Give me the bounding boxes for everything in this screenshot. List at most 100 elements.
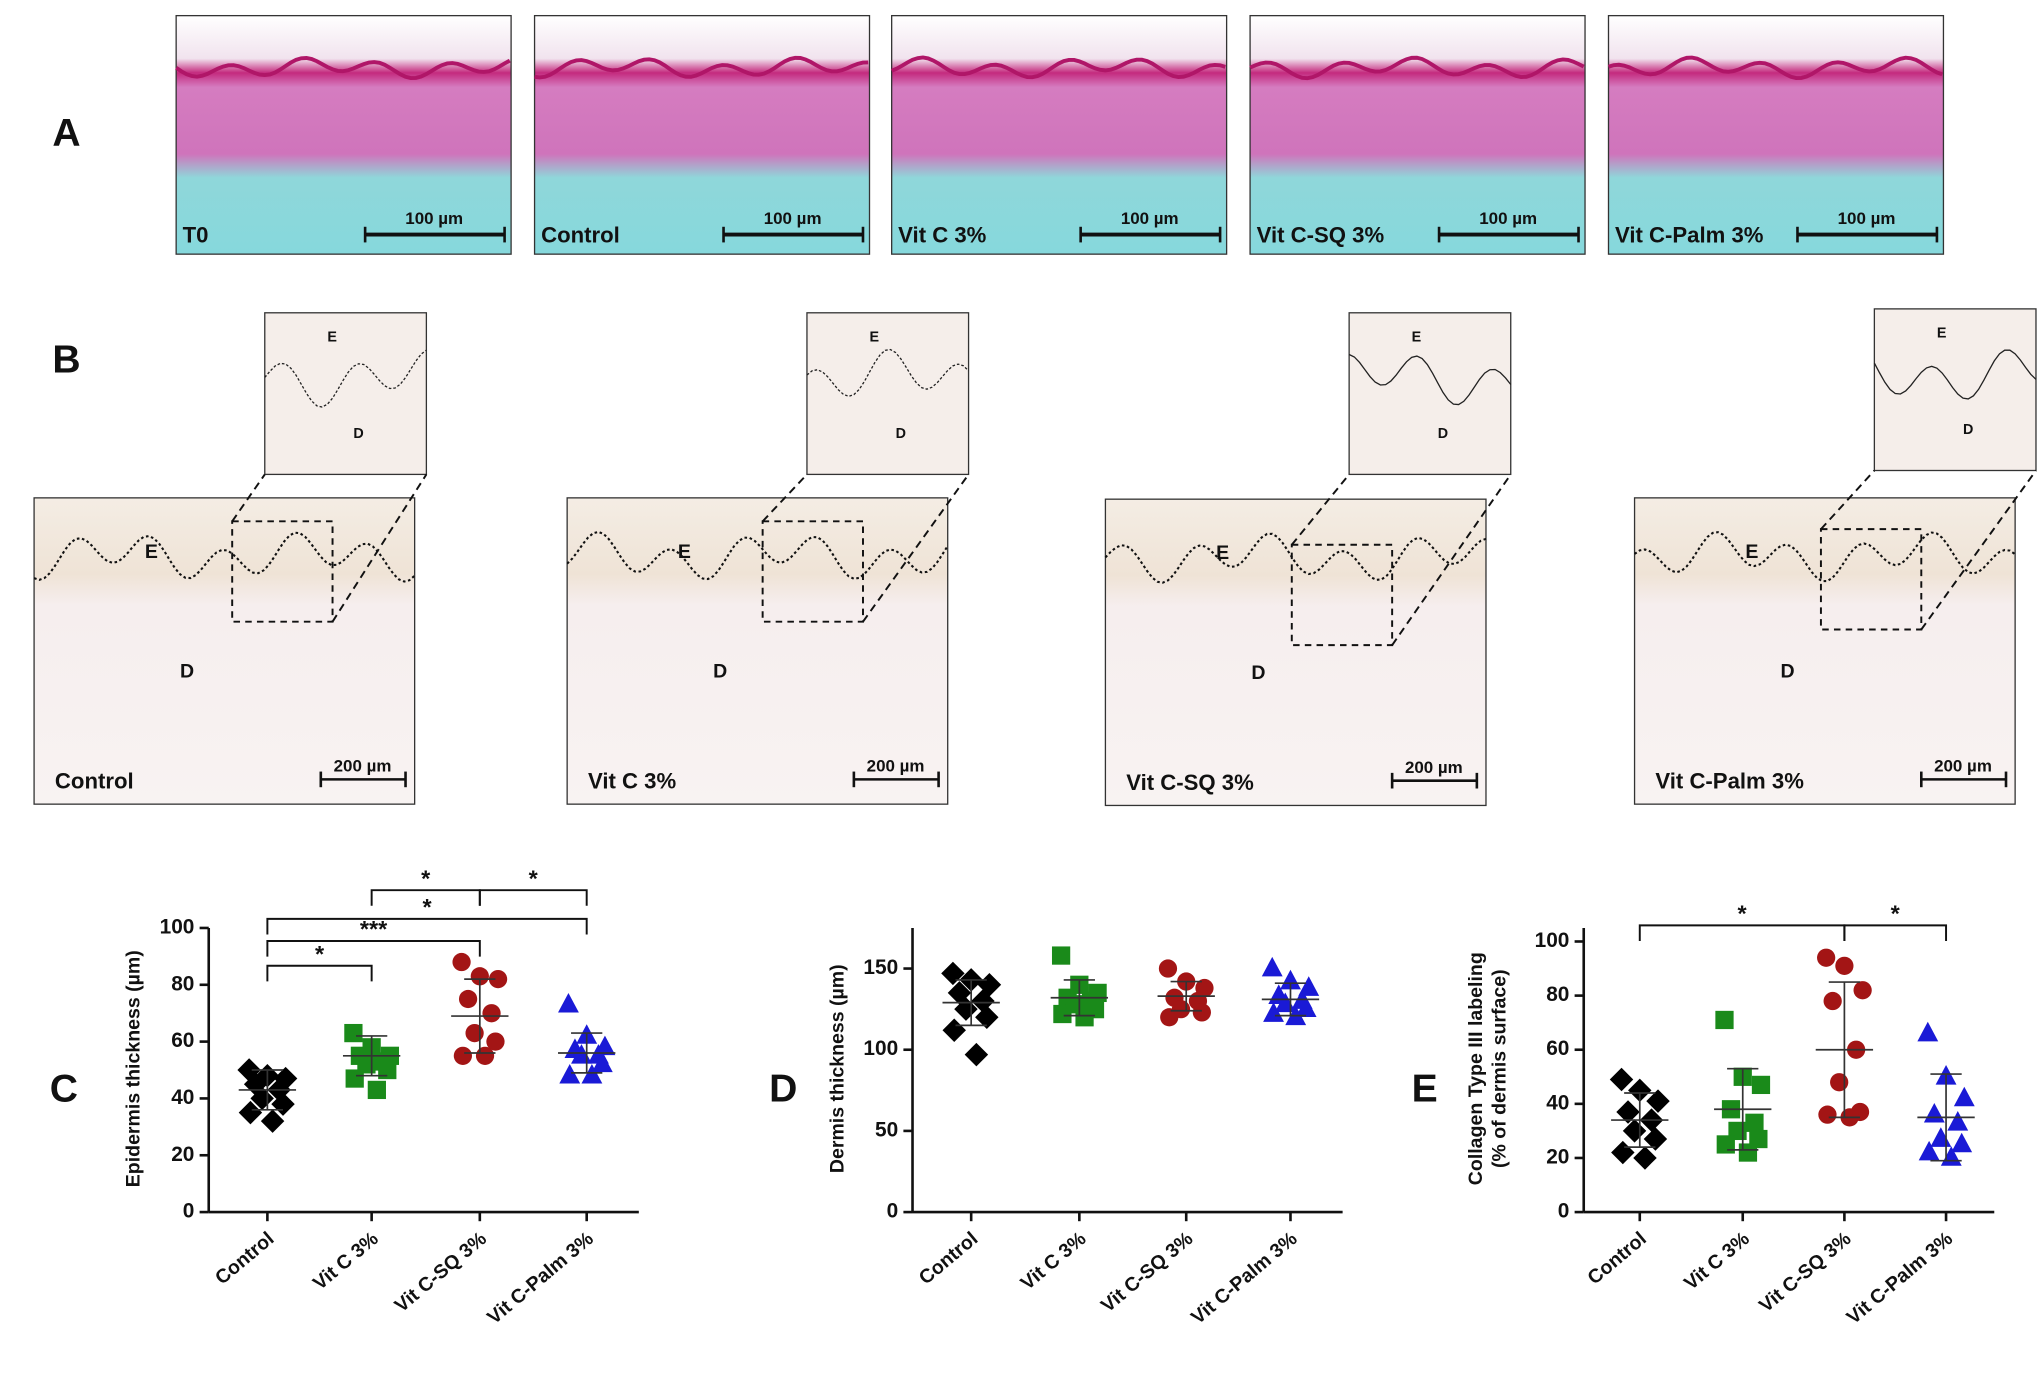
point	[1192, 1003, 1211, 1022]
image-label: Vit C-Palm 3%	[1655, 769, 1804, 794]
micrograph	[1607, 14, 1945, 255]
region-label: E	[678, 541, 691, 563]
zoom-box	[761, 520, 864, 623]
y-tick-label: 0	[1558, 1200, 1570, 1223]
image-label: Vit C 3%	[898, 222, 986, 247]
point	[1646, 1089, 1670, 1113]
zoom-box	[1819, 528, 1923, 631]
zoom-line	[1820, 469, 1876, 530]
zoom-box	[231, 520, 334, 623]
panel-label: C	[50, 1067, 78, 1110]
point	[1823, 991, 1842, 1011]
point	[1611, 1140, 1635, 1165]
region-label: D	[1963, 422, 1973, 438]
zoom-line	[761, 473, 808, 522]
zoom-line	[1920, 469, 2037, 631]
region-label: D	[713, 661, 727, 683]
micrograph	[533, 14, 871, 255]
point	[1075, 1008, 1094, 1027]
scale-label: 100 µm	[764, 209, 822, 228]
panel-label: A	[52, 112, 80, 155]
region-label: D	[1438, 426, 1448, 442]
tissue-edge	[175, 56, 511, 81]
point	[971, 989, 995, 1013]
scale-label: 200 µm	[334, 757, 392, 776]
y-axis-label: Dermis thickness (µm)	[826, 964, 848, 1173]
dej-line	[1633, 531, 2016, 583]
significance-label: *	[1891, 900, 1901, 926]
point	[558, 992, 579, 1013]
point	[964, 1042, 989, 1067]
micrograph	[1104, 498, 1487, 807]
point	[488, 969, 508, 989]
scale-label: 100 µm	[405, 209, 463, 228]
micrograph	[1249, 14, 1586, 255]
panel-label: E	[1412, 1067, 1438, 1110]
y-axis-label: Epidermis thickness (µm)	[123, 950, 145, 1187]
y-tick-label: 80	[1546, 983, 1569, 1006]
zoom-line	[862, 473, 970, 623]
y-tick-label: 60	[171, 1029, 194, 1052]
point	[345, 1069, 364, 1088]
point	[941, 961, 965, 986]
y-tick-label: 50	[875, 1118, 898, 1141]
y-axis-label: (% of dermis surface)	[1488, 969, 1510, 1168]
zoom-line	[1391, 473, 1512, 646]
micrograph	[33, 497, 416, 805]
y-tick-label: 20	[171, 1143, 194, 1166]
region-label: E	[1216, 542, 1229, 564]
tissue-edge	[1249, 55, 1585, 81]
point	[1715, 1010, 1734, 1030]
point	[1738, 1143, 1758, 1162]
significance-label: *	[421, 865, 431, 891]
image-label: Control	[541, 222, 620, 247]
scale-label: 200 µm	[867, 757, 925, 776]
region-label: D	[1251, 662, 1265, 684]
point	[1051, 946, 1071, 965]
y-tick-label: 0	[183, 1200, 195, 1223]
region-label: D	[1781, 661, 1795, 683]
point	[1923, 1102, 1945, 1123]
point	[1158, 959, 1178, 978]
zoom-box	[1290, 543, 1394, 647]
x-tick-label: Vit C-Palm 3%	[483, 1228, 597, 1329]
y-tick-label: 80	[171, 972, 194, 995]
significance-bracket	[266, 917, 588, 935]
dej-line	[806, 348, 970, 398]
zoom-line	[1291, 473, 1350, 546]
y-tick-label: 100	[863, 1037, 898, 1060]
point	[458, 989, 478, 1009]
significance-bracket	[266, 964, 373, 982]
scale-label: 200 µm	[1405, 758, 1463, 777]
scale-label: 100 µm	[1479, 209, 1537, 228]
point	[1633, 1146, 1657, 1170]
tissue-edge	[1607, 55, 1943, 81]
significance-label: *	[1738, 900, 1748, 926]
point	[1280, 969, 1301, 990]
y-tick-label: 40	[1546, 1091, 1569, 1114]
significance-bracket	[1638, 924, 1846, 941]
point	[1053, 1004, 1072, 1024]
point	[942, 1018, 966, 1042]
point	[465, 1023, 484, 1043]
point	[1835, 956, 1854, 975]
image-label: T0	[183, 222, 209, 247]
y-tick-label: 20	[1546, 1145, 1569, 1168]
region-label: E	[1412, 329, 1422, 345]
point	[1951, 1132, 1973, 1153]
point	[1751, 1075, 1771, 1095]
point	[1947, 1111, 1969, 1131]
micrograph	[175, 14, 512, 255]
dej-line	[1104, 532, 1487, 584]
significance-label: *	[315, 941, 325, 967]
point	[482, 1004, 501, 1023]
point	[1818, 1105, 1837, 1124]
dej-line	[1348, 353, 1512, 406]
region-label: D	[180, 661, 194, 683]
point	[1918, 1140, 1940, 1161]
micrograph	[566, 497, 949, 805]
significance-label: ***	[360, 916, 388, 942]
y-tick-label: 60	[1546, 1037, 1569, 1060]
micrograph	[891, 14, 1228, 255]
